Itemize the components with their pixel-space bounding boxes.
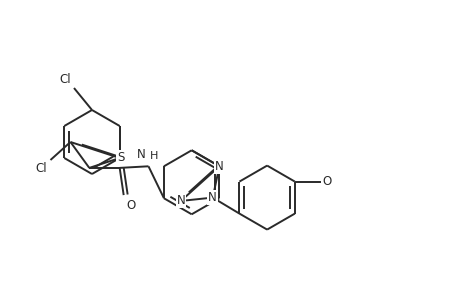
Text: N: N	[136, 148, 145, 161]
Text: Cl: Cl	[36, 162, 47, 175]
Text: N: N	[214, 160, 223, 173]
Text: O: O	[126, 199, 135, 212]
Text: S: S	[117, 151, 124, 164]
Text: N: N	[176, 194, 185, 207]
Text: N: N	[208, 191, 217, 204]
Text: Cl: Cl	[59, 73, 71, 86]
Text: O: O	[321, 175, 330, 188]
Text: H: H	[149, 151, 157, 161]
